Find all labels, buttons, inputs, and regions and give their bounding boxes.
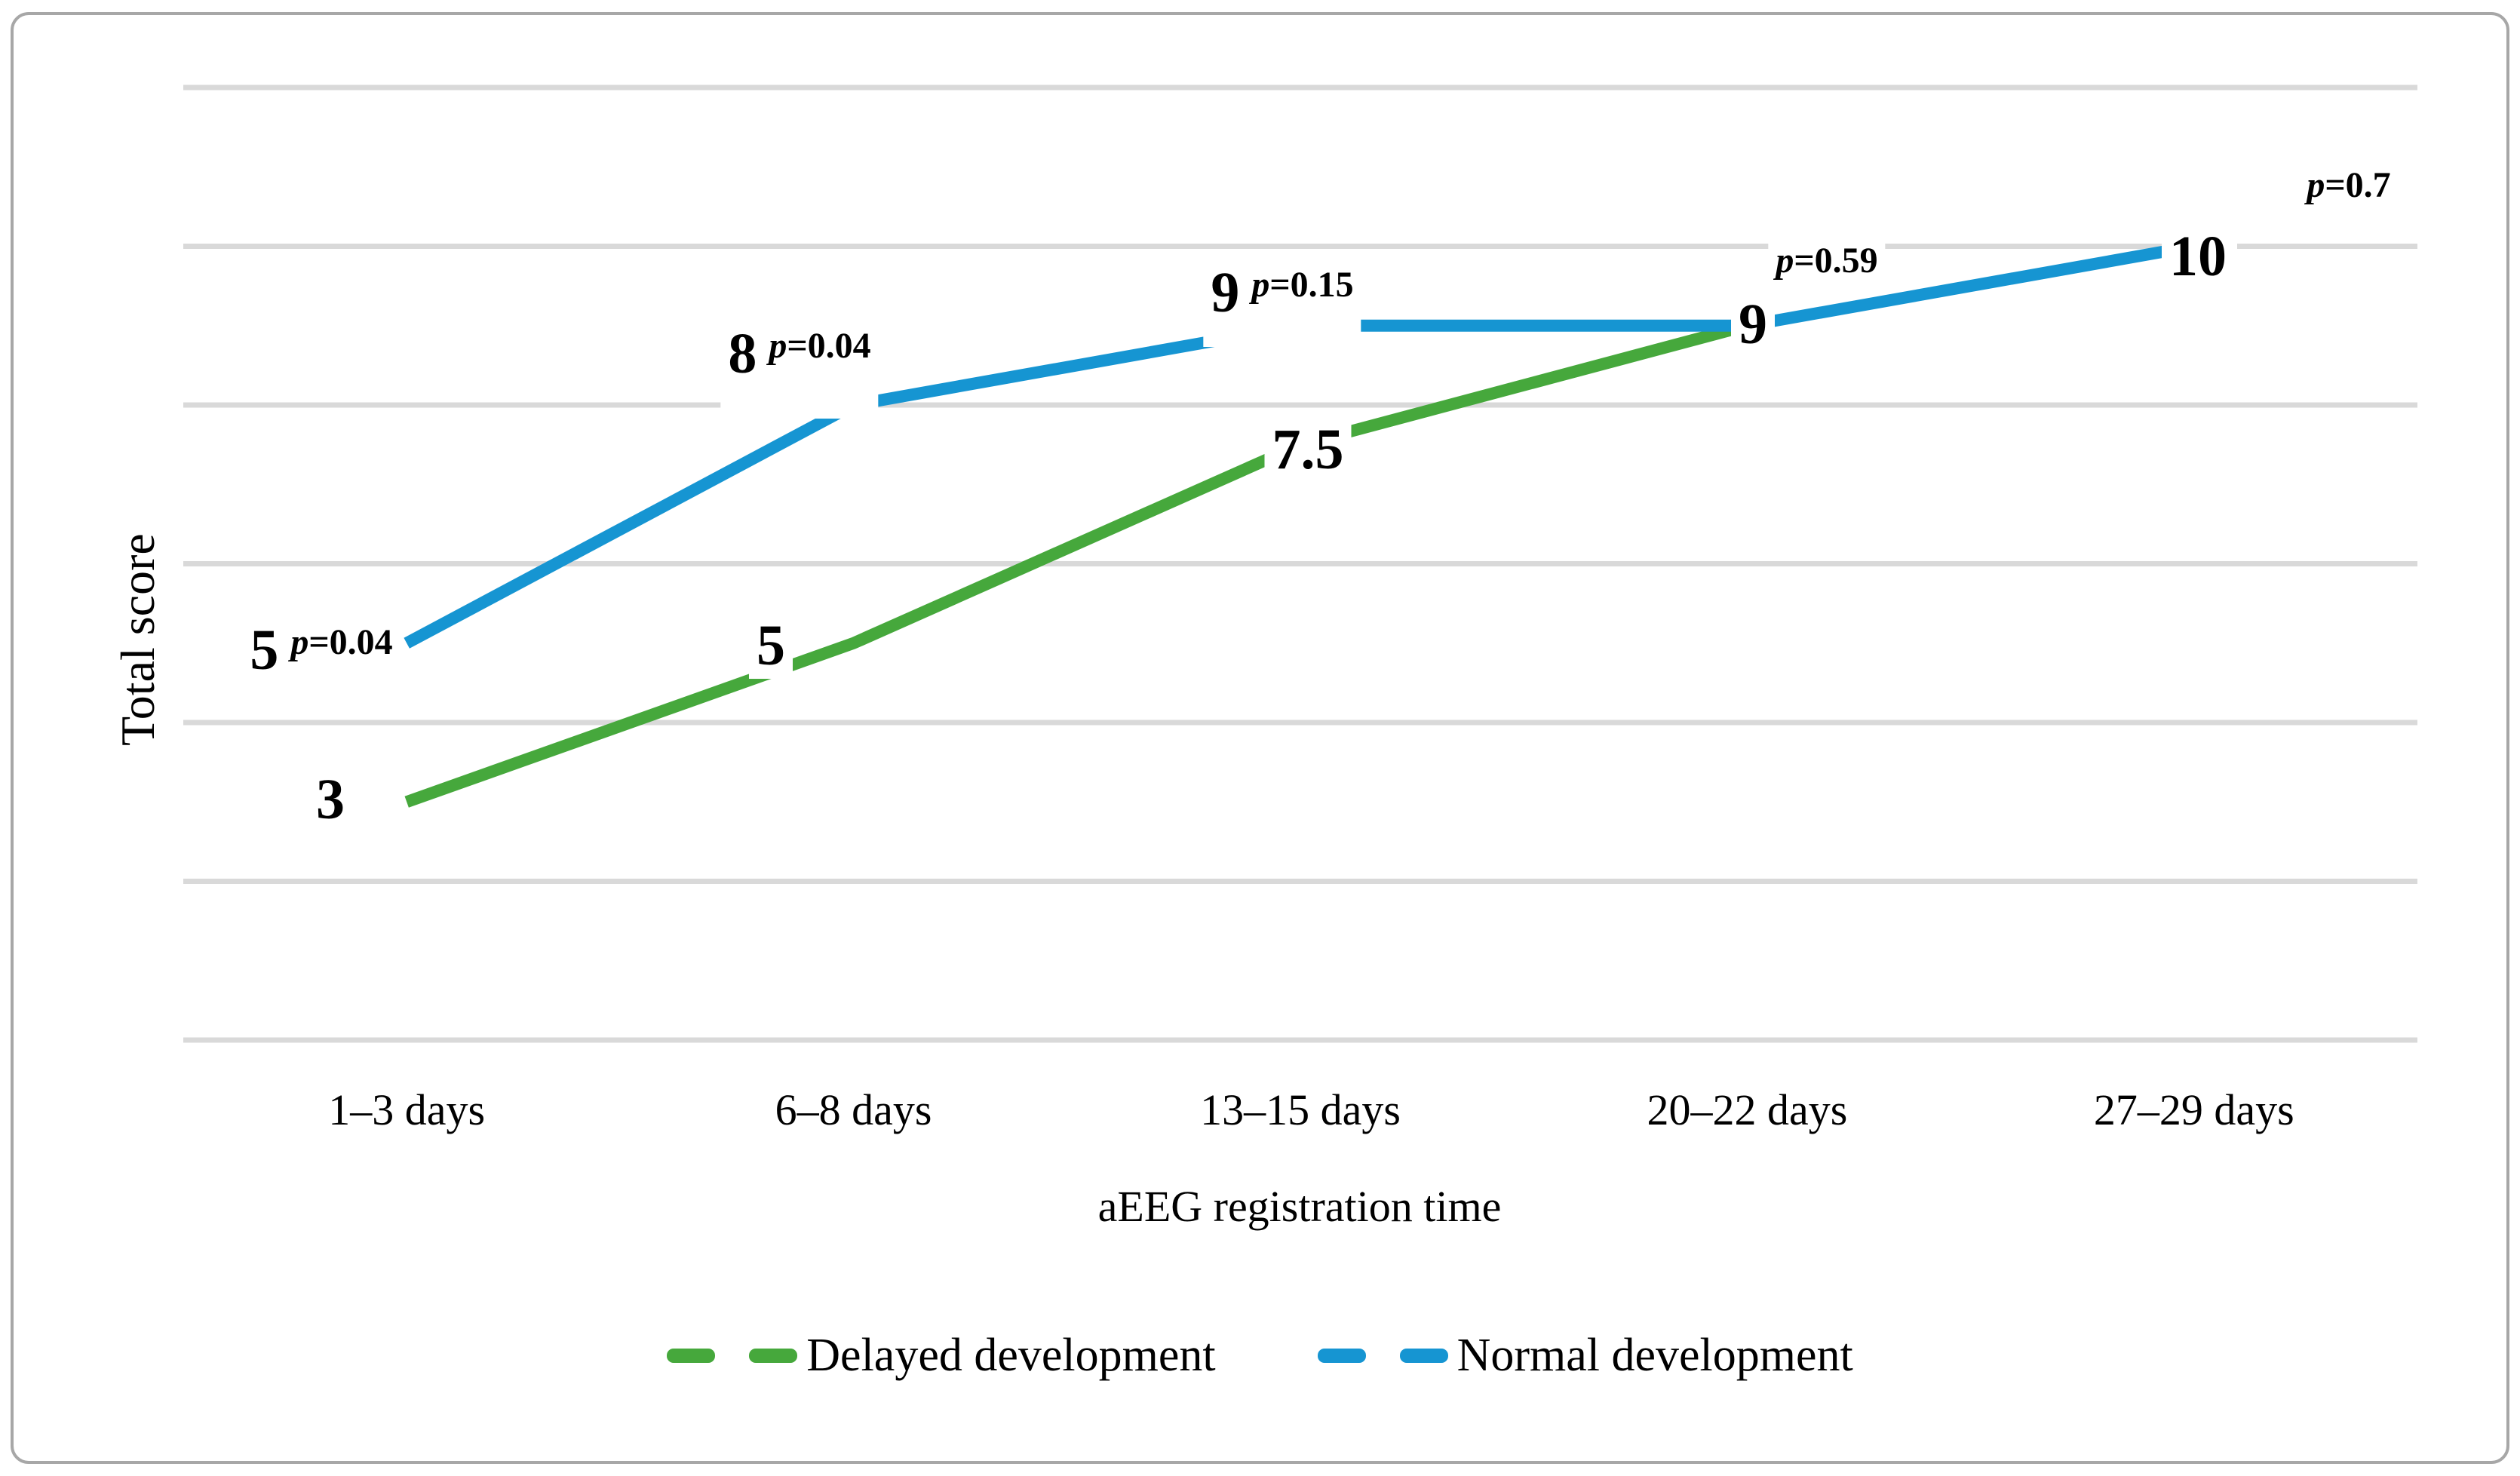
data-label: 10 bbox=[2162, 223, 2237, 293]
data-label: 8 p=0.04 bbox=[720, 321, 879, 419]
x-axis-title: aEEG registration time bbox=[1097, 1182, 1502, 1231]
data-label-value: 7.5 bbox=[1272, 418, 1344, 481]
data-label-value: 9 bbox=[1211, 261, 1240, 324]
legend-item-normal-development: Normal development bbox=[1317, 1329, 1853, 1382]
data-label-value: 8 bbox=[728, 322, 757, 385]
data-label-value: 3 bbox=[316, 768, 345, 831]
legend-dash bbox=[749, 1349, 798, 1363]
p-value-text: p=0.04 bbox=[769, 326, 871, 366]
data-label-value: 5 bbox=[250, 618, 279, 682]
p-value-text: p=0.7 bbox=[2307, 165, 2391, 205]
x-axis-tick-label: 6–8 days bbox=[775, 1085, 932, 1134]
p-value-text: p=0.04 bbox=[290, 622, 393, 662]
data-label: 7.5 bbox=[1264, 416, 1352, 486]
data-label: 9 bbox=[1731, 291, 1775, 361]
legend-dash-marker-icon bbox=[667, 1349, 798, 1363]
data-label: 5 p=0.04 bbox=[242, 617, 404, 683]
data-label: 5 bbox=[749, 612, 793, 679]
x-axis-tick-label: 20–22 days bbox=[1647, 1085, 1848, 1134]
x-axis-tick-label: 27–29 days bbox=[2093, 1085, 2294, 1134]
legend-dash bbox=[1317, 1349, 1366, 1363]
legend-dash bbox=[1399, 1349, 1448, 1363]
legend-dash bbox=[667, 1349, 716, 1363]
legend: Delayed development Normal development bbox=[0, 1329, 2520, 1382]
data-label-value: 10 bbox=[2169, 225, 2227, 288]
chart-border bbox=[11, 12, 2509, 1464]
legend-dash-marker-icon bbox=[1317, 1349, 1448, 1363]
series-line-delayed-development bbox=[404, 320, 1749, 808]
x-axis-tick-label: 13–15 days bbox=[1200, 1085, 1401, 1134]
legend-label: Normal development bbox=[1456, 1330, 1853, 1381]
legend-label: Delayed development bbox=[806, 1330, 1216, 1381]
legend-item-delayed-development: Delayed development bbox=[667, 1329, 1216, 1382]
x-axis-tick-label: 1–3 days bbox=[328, 1085, 486, 1134]
data-label-value: 9 bbox=[1739, 293, 1767, 356]
p-value-label: p=0.7 bbox=[2299, 160, 2399, 208]
p-value-label: p=0.59 bbox=[1768, 235, 1886, 284]
data-label-value: 5 bbox=[757, 614, 785, 677]
data-label: 9 p=0.15 bbox=[1203, 259, 1361, 347]
p-value-text: p=0.15 bbox=[1251, 265, 1354, 305]
data-label: 3 bbox=[308, 766, 352, 833]
p-value-text: p=0.59 bbox=[1776, 241, 1878, 281]
y-axis-title: Total score bbox=[111, 533, 164, 746]
